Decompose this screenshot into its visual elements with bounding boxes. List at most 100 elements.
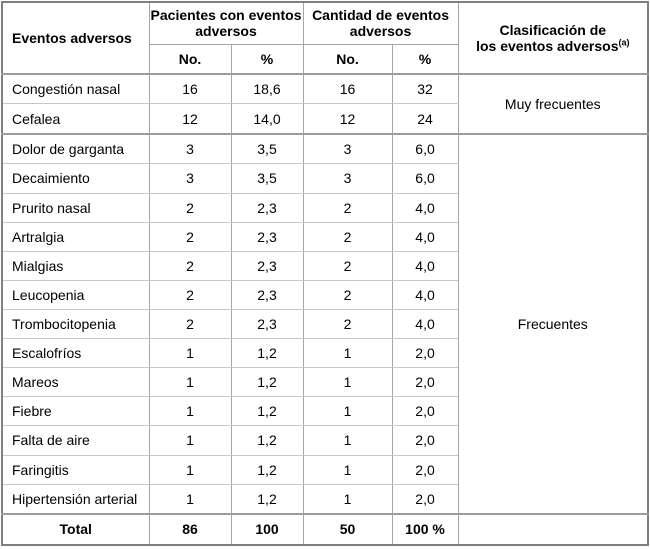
header-classification: Clasificación de los eventos adversos(a) [457, 1, 649, 75]
patients-pct-value: 1,2 [230, 483, 304, 515]
patients-pct-value: 2,3 [230, 192, 304, 223]
patients-no-value: 1 [148, 338, 232, 369]
patients-pct-value: 1,2 [230, 425, 304, 456]
patients-no-value: 3 [148, 132, 232, 165]
header-patients-group: Pacientes con eventos adversos [148, 1, 304, 45]
patients-pct-value: 2,3 [230, 308, 304, 340]
quantity-no-value: 3 [302, 163, 393, 194]
patients-no-value: 2 [148, 192, 232, 223]
patients-no-value: 12 [148, 103, 232, 135]
row-label: Hipertensión arterial [1, 483, 150, 515]
table-row-mareos: Mareos 1 1,2 1 2,0 [1, 367, 648, 398]
quantity-pct-value: 2,0 [391, 483, 459, 515]
table-row-decaimiento: Decaimiento 3 3,5 3 6,0 [1, 163, 648, 194]
patients-no-value: 1 [148, 454, 232, 485]
row-label: Faringitis [1, 454, 150, 485]
quantity-no-value: 2 [302, 250, 393, 281]
table-row-fiebre: Fiebre 1 1,2 1 2,0 [1, 396, 648, 427]
patients-no-value: 2 [148, 308, 232, 340]
quantity-pct-value: 2,0 [391, 367, 459, 398]
total-classification-empty [457, 513, 649, 546]
patients-no-value: 1 [148, 367, 232, 398]
row-label: Trombocitopenia [1, 308, 150, 340]
patients-pct-value: 2,3 [230, 250, 304, 281]
quantity-no-value: 1 [302, 396, 393, 427]
patients-pct-value: 18,6 [230, 73, 304, 105]
patients-no-value: 2 [148, 279, 232, 310]
total-quantity-no: 50 [302, 513, 393, 546]
row-label: Congestión nasal [1, 73, 150, 105]
quantity-pct-value: 2,0 [391, 396, 459, 427]
header-sub-row: No. % No. % [2, 43, 648, 75]
quantity-pct-value: 4,0 [391, 279, 459, 310]
quantity-no-value: 1 [302, 338, 393, 369]
quantity-no-value: 2 [302, 308, 393, 340]
total-patients-pct: 100 [230, 513, 304, 546]
quantity-no-value: 2 [302, 221, 393, 252]
table-header: Eventos adversos Pacientes con eventos a… [1, 1, 649, 75]
row-label: Mialgias [1, 250, 150, 281]
quantity-pct-value: 24 [391, 103, 459, 135]
row-label: Cefalea [1, 103, 150, 135]
patients-pct-value: 1,2 [230, 338, 304, 369]
table-row-hipertension-arterial: Hipertensión arterial 1 1,2 1 2,0 [1, 483, 648, 515]
total-quantity-pct: 100 % [391, 513, 459, 546]
table-row-escalofrios: Escalofríos 1 1,2 1 2,0 [1, 338, 648, 369]
header-group-row: Eventos adversos Pacientes con eventos a… [1, 1, 649, 75]
table-row-cefalea: Cefalea 12 14,0 12 24 [1, 103, 648, 135]
patients-pct-value: 3,5 [230, 132, 304, 165]
footnote-marker: (a) [618, 37, 630, 48]
quantity-no-value: 1 [302, 483, 393, 515]
patients-pct-value: 1,2 [230, 367, 304, 398]
row-label: Fiebre [1, 396, 150, 427]
table-row-total: Total 86 100 50 100 % [1, 513, 649, 546]
total-patients-no: 86 [148, 513, 232, 546]
patients-no-value: 1 [148, 483, 232, 515]
header-quantity-group: Cantidad de eventos adversos [302, 1, 459, 45]
patients-no-value: 3 [148, 163, 232, 194]
patients-no-value: 1 [148, 425, 232, 456]
patients-no-value: 2 [148, 250, 232, 281]
total-label: Total [1, 513, 150, 546]
quantity-no-value: 2 [302, 192, 393, 223]
row-label: Mareos [1, 367, 150, 398]
row-label: Falta de aire [1, 425, 150, 456]
patients-no-value: 2 [148, 221, 232, 252]
classification-frequent: Frecuentes [457, 132, 649, 515]
table-row-congestion-nasal: Congestión nasal 16 18,6 16 32 Muy frecu… [1, 73, 649, 135]
quantity-pct-value: 2,0 [391, 454, 459, 485]
patients-pct-value: 1,2 [230, 396, 304, 427]
quantity-pct-value: 32 [391, 73, 459, 105]
quantity-no-value: 1 [302, 367, 393, 398]
row-label: Leucopenia [1, 279, 150, 310]
table-row-prurito-nasal: Prurito nasal 2 2,3 2 4,0 [1, 192, 648, 223]
quantity-pct-value: 4,0 [391, 250, 459, 281]
patients-pct-value: 2,3 [230, 279, 304, 310]
header-quantity-pct: % [391, 43, 459, 75]
row-label: Decaimiento [1, 163, 150, 194]
table-row-artralgia: Artralgia 2 2,3 2 4,0 [1, 221, 648, 252]
quantity-pct-value: 4,0 [391, 221, 459, 252]
table-row-dolor-de-garganta: Dolor de garganta 3 3,5 3 6,0 Frecuentes [1, 132, 649, 515]
quantity-pct-value: 2,0 [391, 425, 459, 456]
patients-pct-value: 1,2 [230, 454, 304, 485]
row-label: Artralgia [1, 221, 150, 252]
quantity-pct-value: 2,0 [391, 338, 459, 369]
patients-pct-value: 3,5 [230, 163, 304, 194]
header-classification-line2: los eventos adversos [476, 38, 619, 54]
quantity-no-value: 16 [302, 73, 393, 105]
table-row-faringitis: Faringitis 1 1,2 1 2,0 [1, 454, 648, 485]
quantity-pct-value: 6,0 [391, 163, 459, 194]
quantity-pct-value: 4,0 [391, 308, 459, 340]
quantity-no-value: 2 [302, 279, 393, 310]
table-row-falta-de-aire: Falta de aire 1 1,2 1 2,0 [1, 425, 648, 456]
quantity-no-value: 1 [302, 425, 393, 456]
row-label: Escalofríos [1, 338, 150, 369]
table-row-mialgias: Mialgias 2 2,3 2 4,0 [1, 250, 648, 281]
table-body: Congestión nasal 16 18,6 16 32 Muy frecu… [1, 73, 649, 546]
header-patients-pct: % [230, 43, 304, 75]
quantity-no-value: 12 [302, 103, 393, 135]
patients-no-value: 16 [148, 73, 232, 105]
